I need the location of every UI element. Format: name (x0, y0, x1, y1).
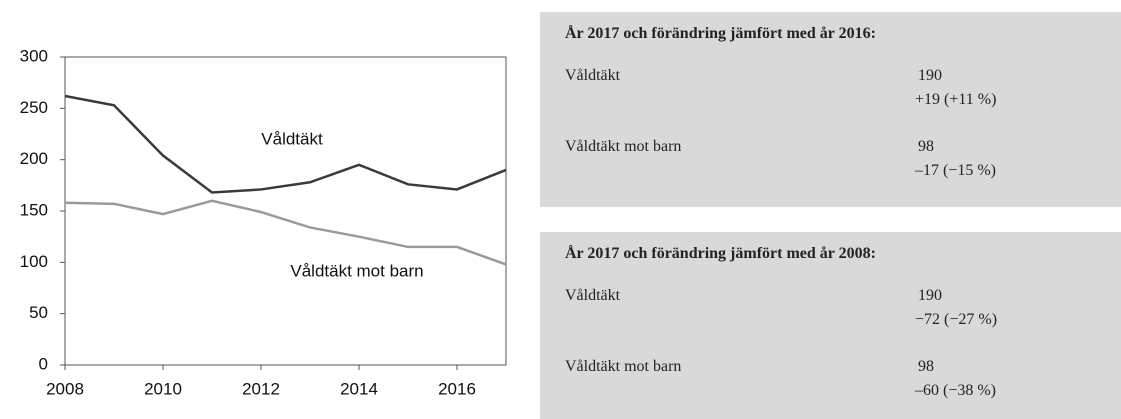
row-value: 98 (918, 358, 934, 375)
x-tick-label: 2012 (242, 379, 280, 398)
x-tick-label: 2008 (46, 379, 84, 398)
row-label: Våldtäkt (565, 287, 621, 304)
row-label: Våldtäkt (565, 67, 621, 84)
chart: 0 50 100 150 200 250 300 2008 2010 2012 2014 2016 Vå… (20, 46, 507, 398)
y-tick-label: 100 (20, 252, 48, 271)
y-tick-label: 250 (20, 98, 48, 117)
panel-title: År 2017 och förändring jämfört med år 20… (565, 245, 876, 262)
y-tick-label: 0 (39, 354, 48, 373)
plot-frame (64, 56, 507, 366)
y-tick-label: 150 (20, 200, 48, 219)
info-panel: År 2017 och förändring jämfört med år 20… (540, 12, 1121, 207)
x-tick-label: 2010 (144, 379, 182, 398)
line-series (64, 199, 507, 266)
y-tick-label: 200 (20, 149, 48, 168)
x-tick-label: 2016 (438, 379, 476, 398)
x-tick-label: 2014 (340, 379, 378, 398)
y-tick-label: 50 (29, 303, 48, 322)
info-panel: År 2017 och förändring jämfört med år 20… (540, 232, 1121, 419)
row-change: −72 (−27 %) (915, 311, 998, 328)
y-tick-label: 300 (20, 46, 48, 65)
panel-title: År 2017 och förändring jämfört med år 20… (565, 25, 876, 42)
series-label: Våldtäkt mot barn (290, 261, 423, 280)
row-value: 98 (918, 138, 934, 155)
row-value: 190 (918, 287, 942, 304)
row-label: Våldtäkt mot barn (565, 358, 682, 375)
series-label: Våldtäkt (261, 129, 323, 148)
line-series (64, 94, 507, 194)
row-change: –60 (−38 %) (915, 382, 997, 399)
row-change: –17 (−15 %) (915, 162, 997, 179)
row-value: 190 (918, 67, 942, 84)
row-change: +19 (+11 %) (915, 91, 997, 108)
row-label: Våldtäkt mot barn (565, 138, 682, 155)
